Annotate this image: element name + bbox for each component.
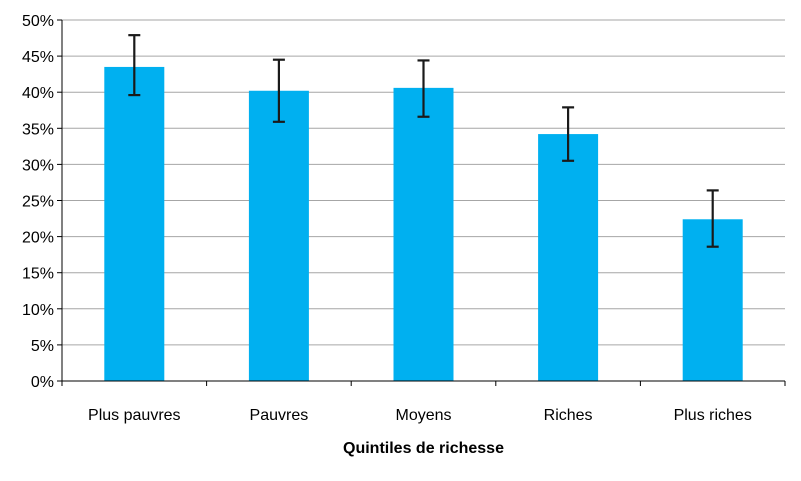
y-tick-labels: 0% 5% 10% 15% 20% 25% 30% 35% 40% 45% 50%	[22, 13, 54, 391]
y-tick-label: 0%	[31, 374, 54, 391]
error-bar	[562, 106, 575, 162]
error-bars	[128, 34, 719, 248]
bar	[393, 87, 454, 382]
bar	[248, 90, 309, 382]
y-tick-label: 45%	[22, 49, 54, 66]
y-tick-label: 25%	[22, 194, 54, 211]
y-tick-label: 40%	[22, 85, 54, 102]
y-tick-label: 10%	[22, 302, 54, 319]
bar	[538, 134, 599, 381]
x-tick-label: Pauvres	[250, 407, 309, 424]
y-tick-label: 50%	[22, 13, 54, 30]
y-tick-label: 5%	[31, 338, 54, 355]
y-tick-label: 35%	[22, 121, 54, 138]
y-tick-label: 15%	[22, 266, 54, 283]
x-tick-label: Plus pauvres	[88, 407, 181, 424]
bars	[104, 66, 743, 382]
y-tick-label: 20%	[22, 230, 54, 247]
error-bar	[128, 34, 141, 97]
x-tick-label: Plus riches	[674, 407, 752, 424]
bar	[104, 66, 165, 382]
error-bar	[272, 58, 285, 123]
x-tick-label: Moyens	[395, 407, 451, 424]
axes	[57, 19, 786, 386]
error-bar	[706, 189, 719, 248]
x-tick-labels: Plus pauvres Pauvres Moyens Riches Plus rich…	[88, 407, 752, 424]
x-axis-title: Quintiles de richesse	[343, 440, 504, 457]
y-tick-label: 30%	[22, 157, 54, 174]
error-bar	[417, 59, 430, 118]
x-tick-label: Riches	[544, 407, 593, 424]
